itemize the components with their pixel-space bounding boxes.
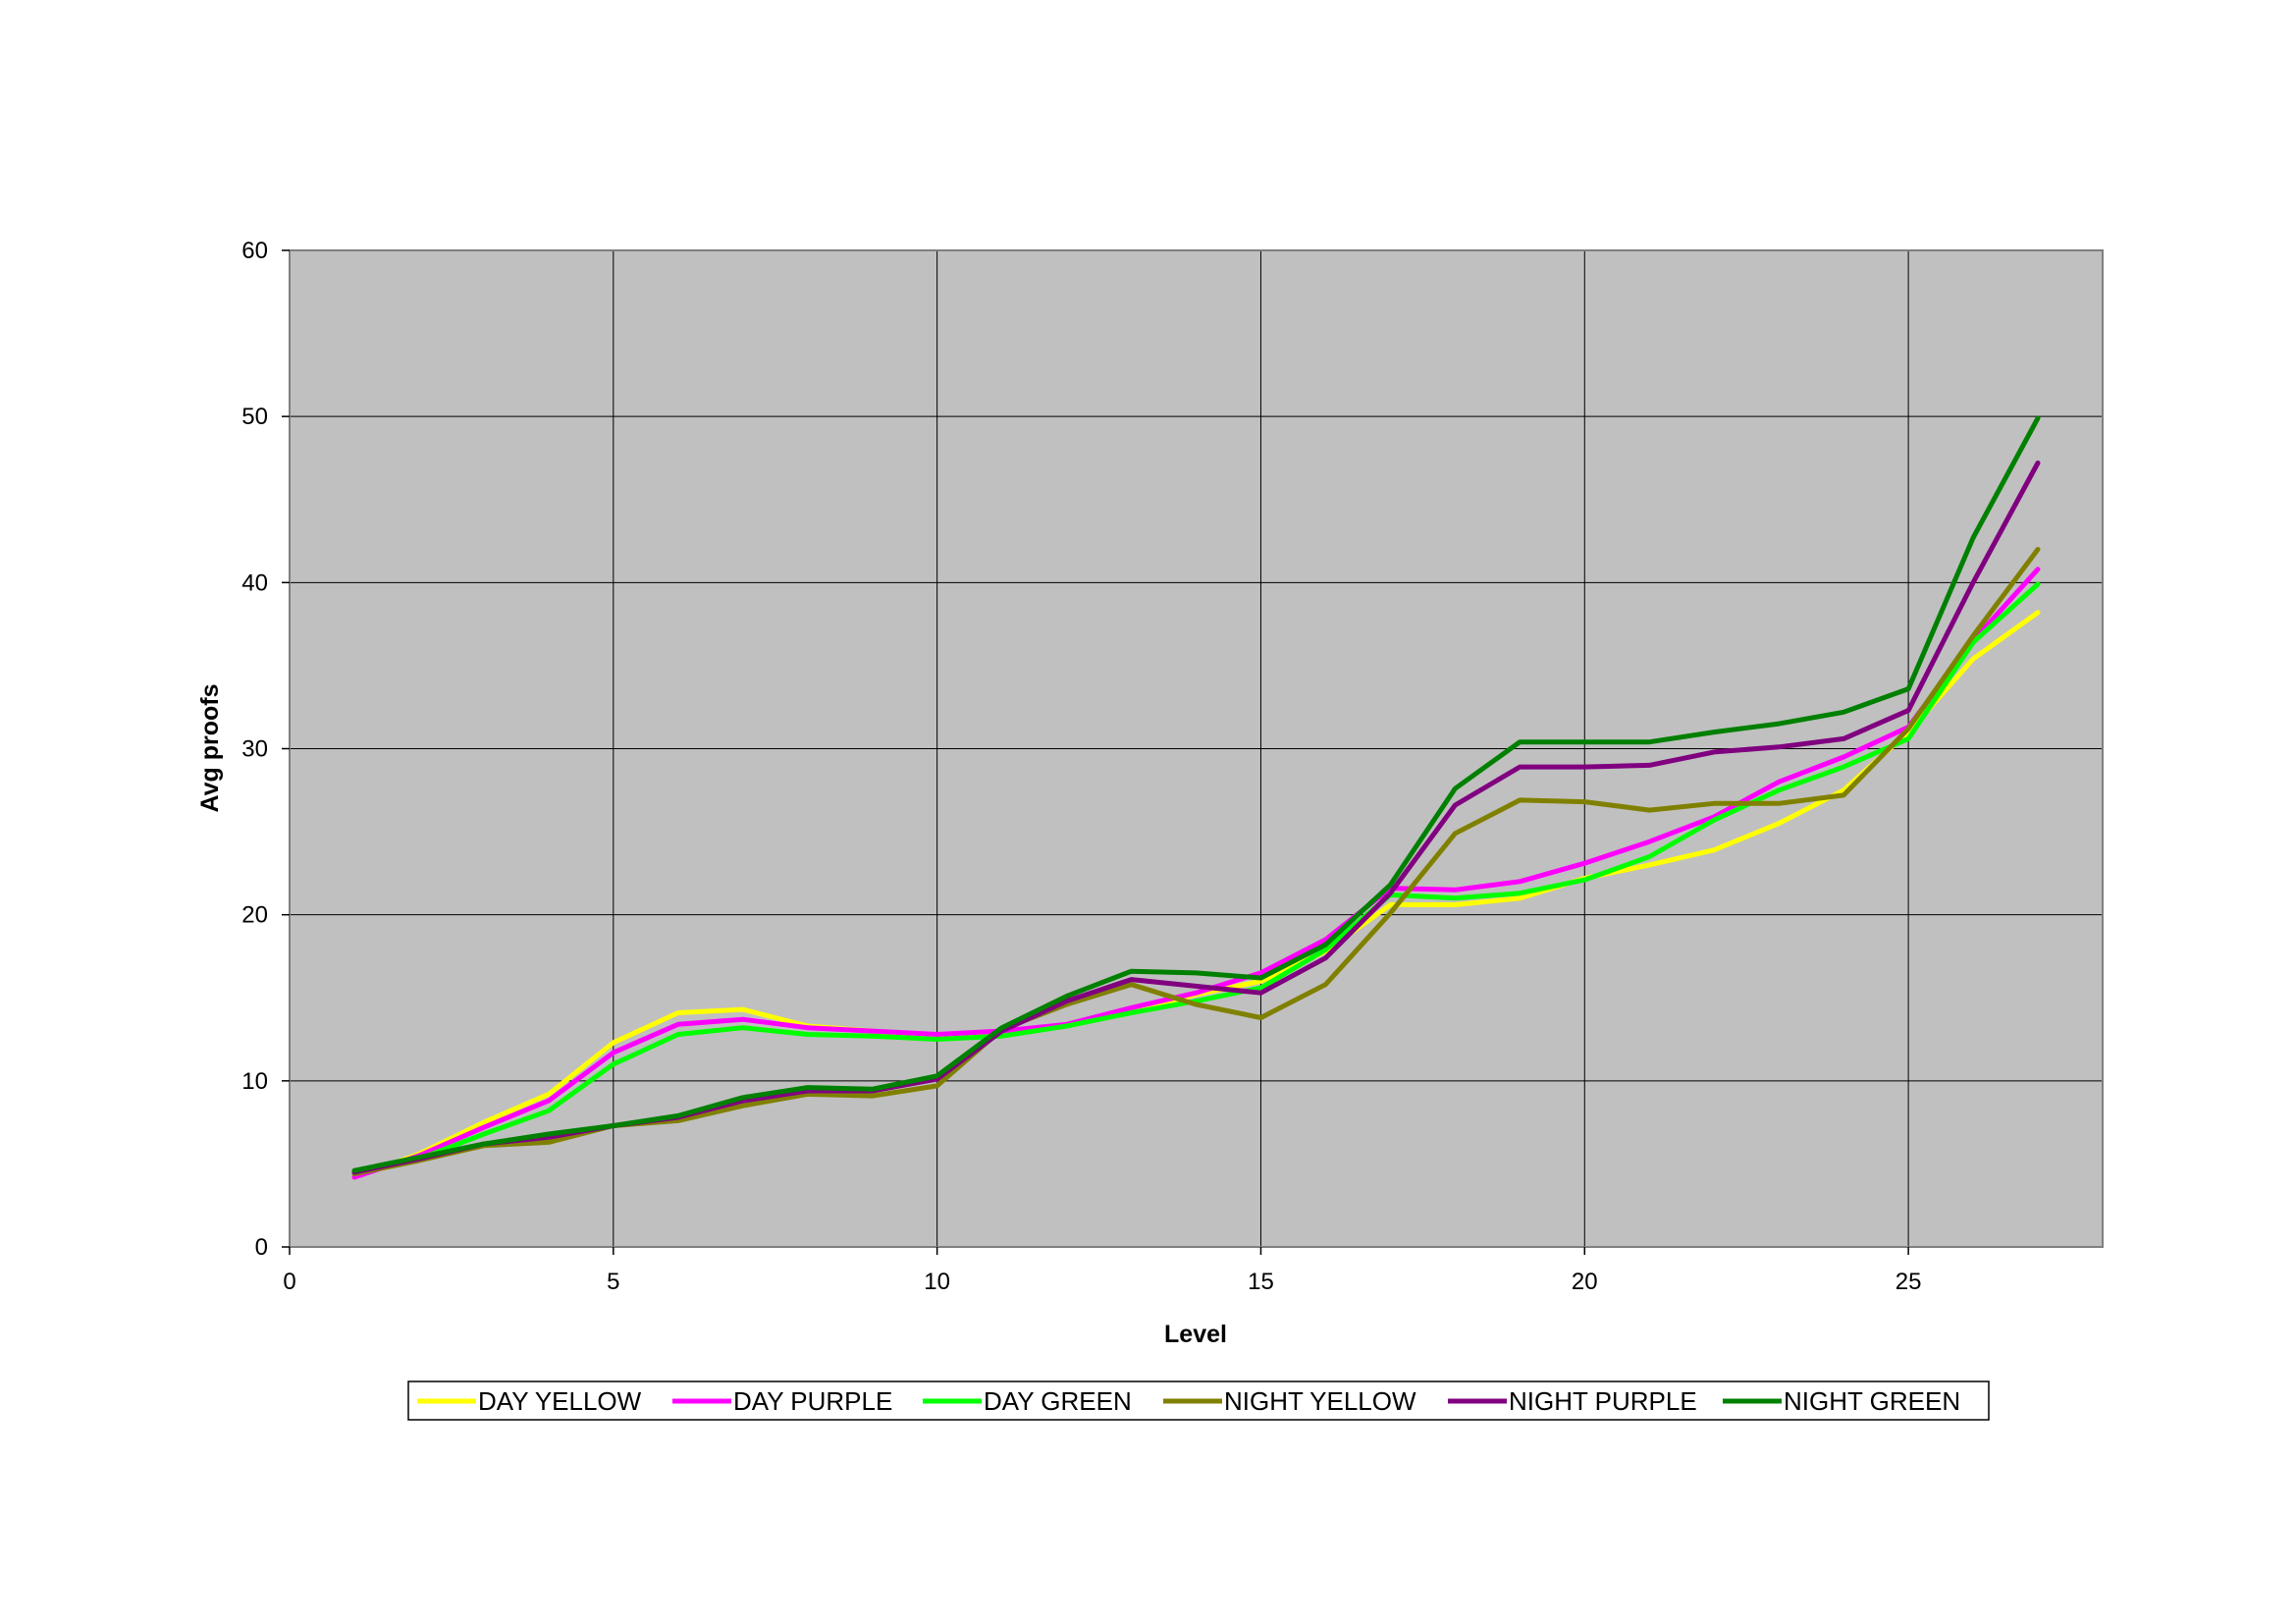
legend-label-night-green: NIGHT GREEN [1784,1386,1960,1416]
axis-ticks [282,249,1909,1255]
legend-label-night-yellow: NIGHT YELLOW [1224,1386,1416,1416]
x-tick-label: 20 [1572,1269,1598,1295]
y-tick-label: 0 [255,1234,268,1261]
y-tick-label: 10 [241,1068,268,1095]
y-tick-label: 30 [241,736,268,763]
x-tick-label: 0 [283,1269,295,1295]
x-tick-label: 15 [1248,1269,1274,1295]
x-tick-label: 25 [1896,1269,1922,1295]
legend: DAY YELLOW DAY PURPLE DAY GREEN NIGHT YELLO… [407,1380,1990,1421]
y-tick-label: 40 [241,569,268,596]
y-tick-label: 50 [241,404,268,430]
series-lines [351,415,2041,1180]
axis-tick-labels: 0 10 20 30 40 50 60 0 5 10 15 20 25 [241,238,1921,1295]
y-axis-title: Avg proofs [196,683,224,812]
series-line-night-green [351,415,2041,1173]
series-line-day-green [351,581,2041,1175]
series-line-day-purple [351,567,2041,1180]
x-axis-title: Level [1164,1321,1227,1348]
x-tick-label: 10 [924,1269,950,1295]
y-tick-label: 20 [241,902,268,929]
legend-label-day-purple: DAY PURPLE [733,1386,892,1416]
legend-label-day-yellow: DAY YELLOW [478,1386,642,1416]
x-tick-label: 5 [607,1269,619,1295]
y-tick-label: 60 [241,238,268,264]
legend-label-night-purple: NIGHT PURPLE [1509,1386,1697,1416]
legend-label-day-green: DAY GREEN [984,1386,1132,1416]
